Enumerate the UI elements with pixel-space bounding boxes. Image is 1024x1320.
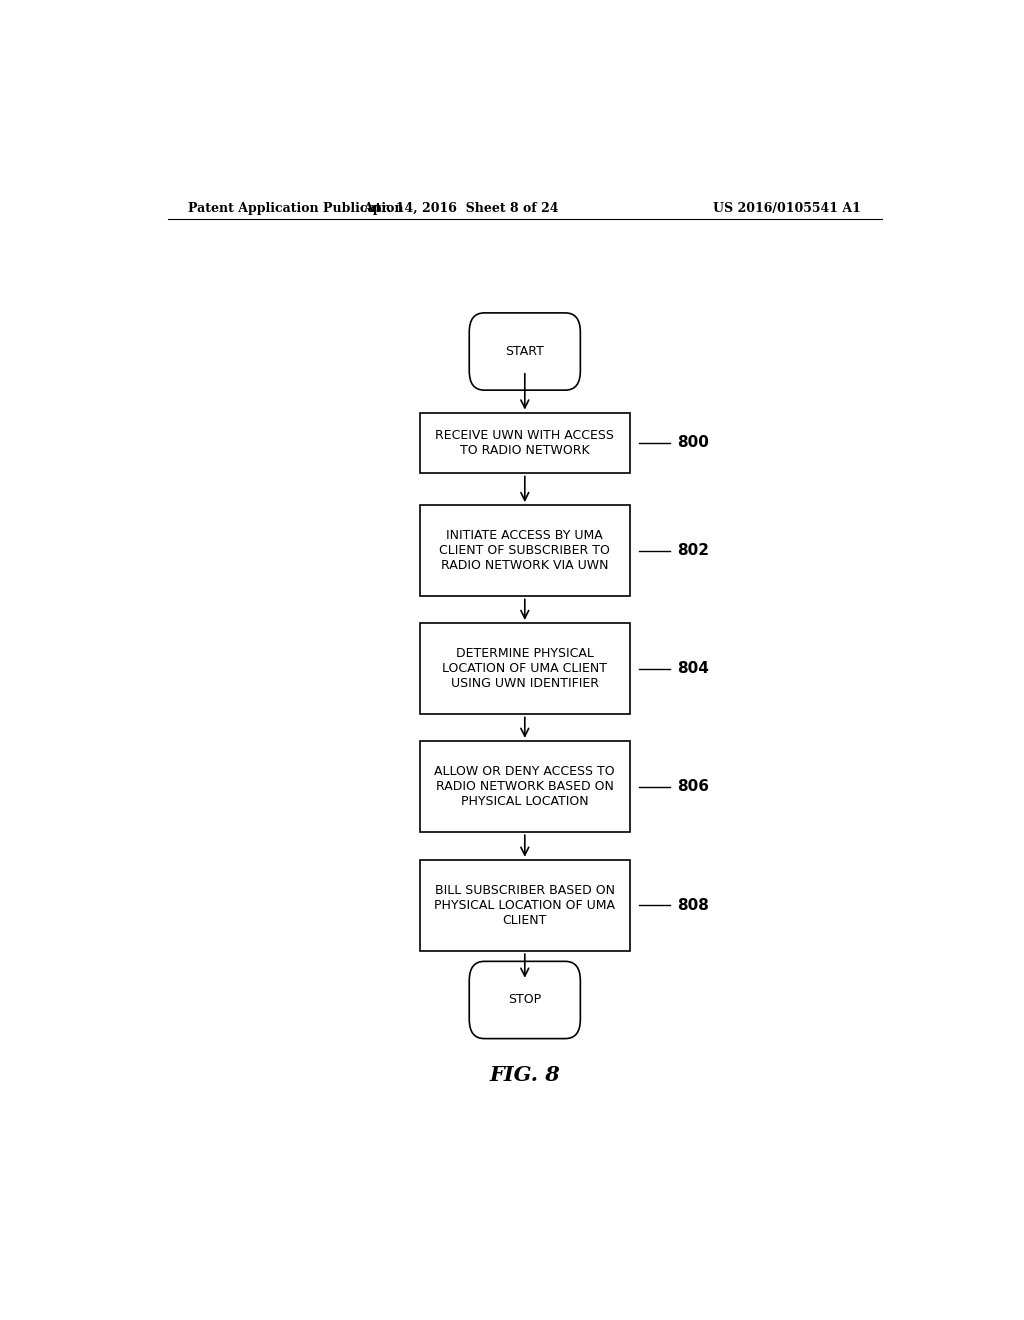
Text: BILL SUBSCRIBER BASED ON
PHYSICAL LOCATION OF UMA
CLIENT: BILL SUBSCRIBER BASED ON PHYSICAL LOCATI… [434, 884, 615, 927]
FancyBboxPatch shape [469, 961, 581, 1039]
Bar [420, 859, 630, 952]
Text: Patent Application Publication: Patent Application Publication [187, 202, 403, 215]
Text: START: START [506, 345, 544, 358]
Text: 808: 808 [678, 898, 710, 913]
Text: 804: 804 [678, 661, 710, 676]
Text: STOP: STOP [508, 994, 542, 1006]
Text: FIG. 8: FIG. 8 [489, 1065, 560, 1085]
Text: RECEIVE UWN WITH ACCESS
TO RADIO NETWORK: RECEIVE UWN WITH ACCESS TO RADIO NETWORK [435, 429, 614, 457]
Bar [420, 413, 630, 474]
Text: Apr. 14, 2016  Sheet 8 of 24: Apr. 14, 2016 Sheet 8 of 24 [364, 202, 559, 215]
Text: US 2016/0105541 A1: US 2016/0105541 A1 [713, 202, 860, 215]
Text: 806: 806 [678, 779, 710, 795]
Text: ALLOW OR DENY ACCESS TO
RADIO NETWORK BASED ON
PHYSICAL LOCATION: ALLOW OR DENY ACCESS TO RADIO NETWORK BA… [434, 766, 615, 808]
Bar [420, 506, 630, 597]
Text: INITIATE ACCESS BY UMA
CLIENT OF SUBSCRIBER TO
RADIO NETWORK VIA UWN: INITIATE ACCESS BY UMA CLIENT OF SUBSCRI… [439, 529, 610, 573]
Bar [420, 623, 630, 714]
Text: 802: 802 [678, 544, 710, 558]
Bar [420, 741, 630, 833]
FancyBboxPatch shape [469, 313, 581, 391]
Text: 800: 800 [678, 436, 710, 450]
Text: DETERMINE PHYSICAL
LOCATION OF UMA CLIENT
USING UWN IDENTIFIER: DETERMINE PHYSICAL LOCATION OF UMA CLIEN… [442, 647, 607, 690]
